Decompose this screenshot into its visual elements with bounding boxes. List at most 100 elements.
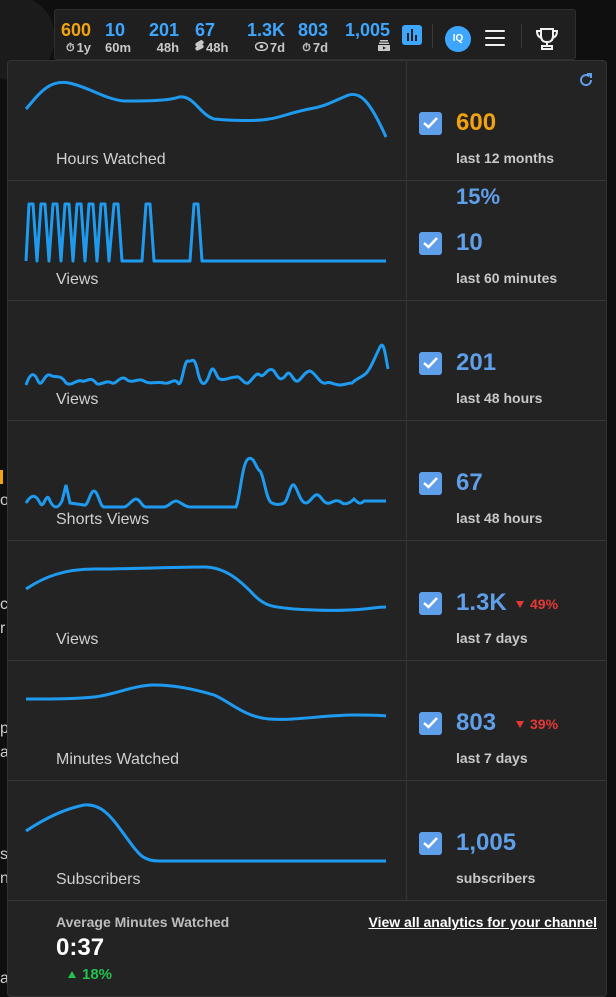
- average-minutes-value: 0:37: [56, 934, 105, 961]
- metric-period: last 60 minutes: [456, 270, 558, 286]
- metric-value: 1,005: [456, 829, 517, 856]
- background-text: o: [0, 492, 9, 509]
- shorts-views-sparkline: [24, 456, 386, 509]
- metric-period: last 12 months: [456, 150, 555, 166]
- metric-row-views-7d: Views 1.3K 49% last 7 days: [8, 541, 606, 661]
- metric-row-hours-watched: Hours Watched 600 last 12 months: [8, 61, 606, 181]
- stat-period: 7d: [269, 40, 286, 55]
- bar-chart-icon[interactable]: [402, 25, 422, 45]
- background-accent: [0, 470, 3, 484]
- metric-value: 600: [456, 109, 497, 136]
- stat-subscribers[interactable]: 1,005: [345, 20, 391, 56]
- background-text: c: [0, 596, 8, 613]
- stat-value: 1.3K: [247, 20, 286, 40]
- arrow-down-icon: [516, 721, 524, 728]
- view-all-analytics-link[interactable]: View all analytics for your channel: [368, 914, 598, 930]
- stat-hours-watched[interactable]: 600 ⏱ 1y: [61, 20, 91, 56]
- metric-row-minutes-watched: Minutes Watched 803 39% last 7 days: [8, 661, 606, 781]
- metric-checkbox[interactable]: [419, 232, 442, 255]
- background-text: n: [0, 870, 9, 887]
- views-60m-sparkline: [24, 202, 386, 263]
- divider: [406, 661, 407, 781]
- divider: [406, 61, 407, 181]
- change-value: 39%: [530, 716, 559, 732]
- metric-period: last 48 hours: [456, 510, 543, 526]
- metric-period: subscribers: [456, 870, 536, 886]
- metric-checkbox[interactable]: [419, 352, 442, 375]
- stat-views-60m[interactable]: 10 60m: [105, 20, 131, 56]
- chart-label: Shorts Views: [56, 511, 150, 528]
- menu-icon[interactable]: [485, 30, 505, 46]
- stat-period: 48h: [156, 40, 180, 55]
- chart-label: Minutes Watched: [56, 751, 180, 768]
- metric-period: last 7 days: [456, 630, 528, 646]
- metric-checkbox[interactable]: [419, 832, 442, 855]
- footer-title: Average Minutes Watched: [56, 914, 230, 930]
- arrow-up-icon: [68, 971, 76, 978]
- divider: [406, 781, 407, 901]
- background-text: a: [0, 970, 9, 987]
- change-badge-down: 39%: [516, 716, 558, 732]
- chart-label: Views: [56, 631, 99, 648]
- metric-row-views-60m: Views 15% 10 last 60 minutes: [8, 181, 606, 301]
- chart-label: Hours Watched: [56, 151, 166, 168]
- stat-value: 201: [149, 20, 180, 40]
- stat-value: 10: [105, 20, 126, 40]
- stat-value: 803: [298, 20, 329, 40]
- divider: [521, 24, 522, 48]
- metric-checkbox[interactable]: [419, 592, 442, 615]
- refresh-icon[interactable]: [577, 71, 595, 89]
- views-percentage: 15%: [456, 184, 501, 209]
- stat-period: 1y: [76, 40, 92, 55]
- subscribers-sparkline: [25, 803, 386, 863]
- views-7d-sparkline: [25, 565, 387, 612]
- trophy-icon[interactable]: [534, 26, 560, 52]
- change-badge-up: 18%: [68, 966, 112, 983]
- metric-checkbox[interactable]: [419, 712, 442, 735]
- iq-icon[interactable]: IQ: [445, 26, 471, 52]
- background-text: s: [0, 846, 8, 863]
- stat-period: 48h: [206, 40, 229, 55]
- metric-value: 10: [456, 229, 483, 256]
- metric-row-subscribers: Subscribers 1,005 subscribers: [8, 781, 606, 901]
- shorts-icon: [195, 40, 204, 56]
- metric-value: 803: [456, 709, 497, 736]
- eye-icon: [254, 40, 269, 56]
- background-text: r: [0, 620, 6, 637]
- background-text: a: [0, 744, 9, 761]
- metric-value: 1.3K: [456, 589, 507, 616]
- change-value: 18%: [82, 966, 113, 983]
- divider: [406, 301, 407, 421]
- divider: [406, 421, 407, 541]
- stat-minutes-watched[interactable]: 803 ⏱ 7d: [298, 20, 328, 56]
- analytics-panel: Hours Watched 600 last 12 months Views 1…: [7, 60, 607, 997]
- chart-label: Subscribers: [56, 871, 141, 888]
- background-text: p: [0, 720, 9, 737]
- metric-value: 201: [456, 349, 497, 376]
- stat-views-7d[interactable]: 1.3K 7d: [247, 20, 285, 56]
- stat-shorts-views[interactable]: 67 48h: [195, 20, 228, 56]
- chart-label: Views: [56, 391, 99, 408]
- stat-period: 60m: [105, 40, 132, 55]
- average-minutes-footer: Average Minutes Watched 0:37 18% View al…: [8, 901, 606, 996]
- arrow-down-icon: [516, 601, 524, 608]
- views-48h-sparkline: [24, 343, 390, 387]
- metric-row-views-48h: Views 201 last 48 hours: [8, 301, 606, 421]
- hours-watched-sparkline: [24, 80, 388, 138]
- stat-value: 600: [61, 20, 92, 40]
- subscriptions-icon: [378, 40, 391, 56]
- minutes-watched-sparkline: [25, 683, 387, 721]
- metric-checkbox[interactable]: [419, 472, 442, 495]
- divider: [432, 24, 433, 48]
- metric-checkbox[interactable]: [419, 112, 442, 135]
- metric-period: last 7 days: [456, 750, 528, 766]
- timer-icon: ⏱: [65, 42, 75, 54]
- stat-views-48h[interactable]: 201 48h: [149, 20, 179, 56]
- stat-value: 67: [195, 20, 216, 40]
- stats-bar: 600 ⏱ 1y 10 60m 201 48h 67 48h 1.3K 7d 80…: [54, 9, 576, 60]
- stat-period: 7d: [312, 40, 329, 55]
- change-value: 49%: [530, 596, 559, 612]
- metric-value: 67: [456, 469, 483, 496]
- stat-value: 1,005: [345, 20, 391, 40]
- divider: [406, 541, 407, 661]
